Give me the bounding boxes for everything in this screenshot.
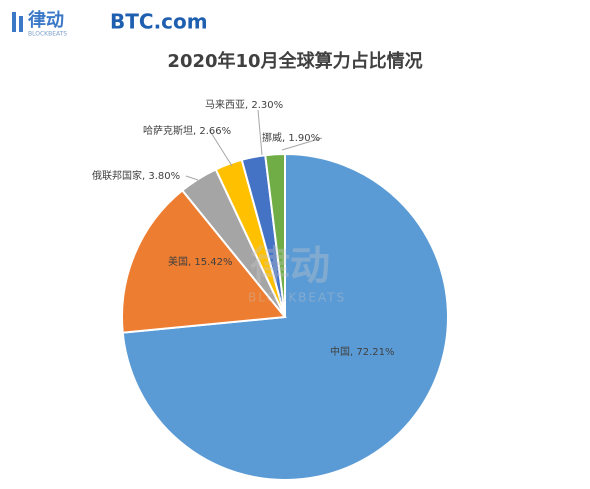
watermark-en: BLOCKBEATS xyxy=(248,291,346,305)
pie-slice xyxy=(121,188,287,334)
leader-line xyxy=(209,130,233,167)
leader-line xyxy=(185,175,199,181)
pie: 中国, 72.21% 美国, 15.42% 俄联邦国家, 3.80% 哈萨克斯坦, 2… xyxy=(92,99,449,481)
data-label: 中国, 72.21% xyxy=(330,345,395,358)
chart-title: 2020年10月全球算力占比情况 xyxy=(167,50,422,72)
pie-slice xyxy=(264,152,286,318)
brand-en: BLOCKBEATS xyxy=(28,31,67,38)
leader-line xyxy=(257,109,263,156)
data-label: 俄联邦国家, 3.80% xyxy=(92,169,180,182)
logo-bar xyxy=(12,12,16,32)
brand-cn: 律动 xyxy=(28,9,64,31)
data-label: 美国, 15.42% xyxy=(168,255,233,268)
data-label: 马来西亚, 2.30% xyxy=(205,99,283,111)
partner-logo: BTC.com xyxy=(110,10,208,34)
data-label: 挪威, 1.90% xyxy=(262,131,320,144)
watermark-cn: 律动 xyxy=(250,243,330,289)
watermark: 律动 BLOCKBEATS xyxy=(248,243,346,305)
leader-line xyxy=(281,137,323,151)
logo: 律动 BLOCKBEATS BTC.com xyxy=(12,9,208,38)
data-label: 哈萨克斯坦, 2.66% xyxy=(143,124,231,137)
logo-bar xyxy=(19,16,23,32)
